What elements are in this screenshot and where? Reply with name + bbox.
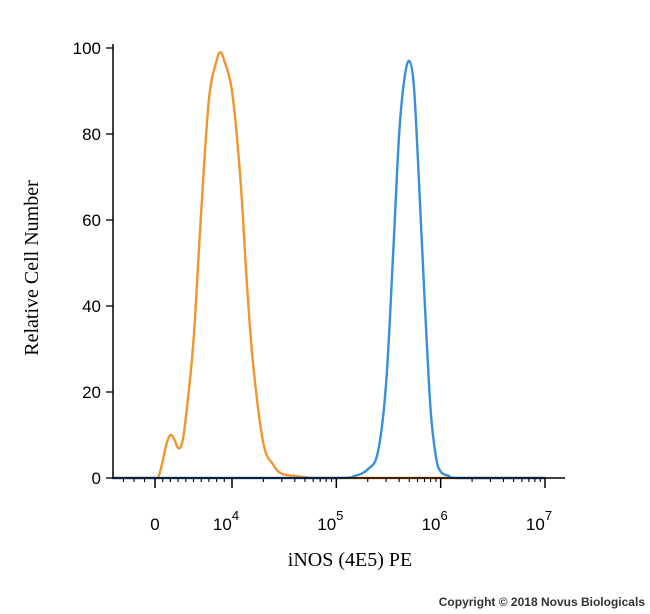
y-tick-label: 0 [92, 469, 101, 488]
y-tick-label: 20 [82, 383, 101, 402]
histogram-series-1 [111, 51, 547, 480]
labels-layer: iNOS (4E5) PE Relative Cell Number Copyr… [21, 180, 645, 609]
series-layer [111, 51, 547, 480]
x-tick-label: 0 [150, 515, 159, 534]
y-tick-label: 80 [82, 125, 101, 144]
x-axis-label: iNOS (4E5) PE [288, 549, 412, 571]
y-tick-label: 40 [82, 297, 101, 316]
y-axis-label: Relative Cell Number [21, 180, 43, 356]
y-tick-label: 60 [82, 211, 101, 230]
ticks-layer: 0 20 40 60 80 100 0 104 105 106 107 [73, 39, 552, 534]
x-tick-label: 105 [317, 508, 343, 534]
axes-layer [112, 44, 565, 479]
x-tick-label: 104 [213, 508, 239, 534]
y-tick-label: 100 [73, 39, 101, 58]
x-tick-label: 106 [422, 508, 448, 534]
histogram-series-2 [111, 59, 547, 480]
x-tick-label: 107 [526, 508, 552, 534]
copyright-text: Copyright © 2018 Novus Biologicals [439, 595, 646, 609]
